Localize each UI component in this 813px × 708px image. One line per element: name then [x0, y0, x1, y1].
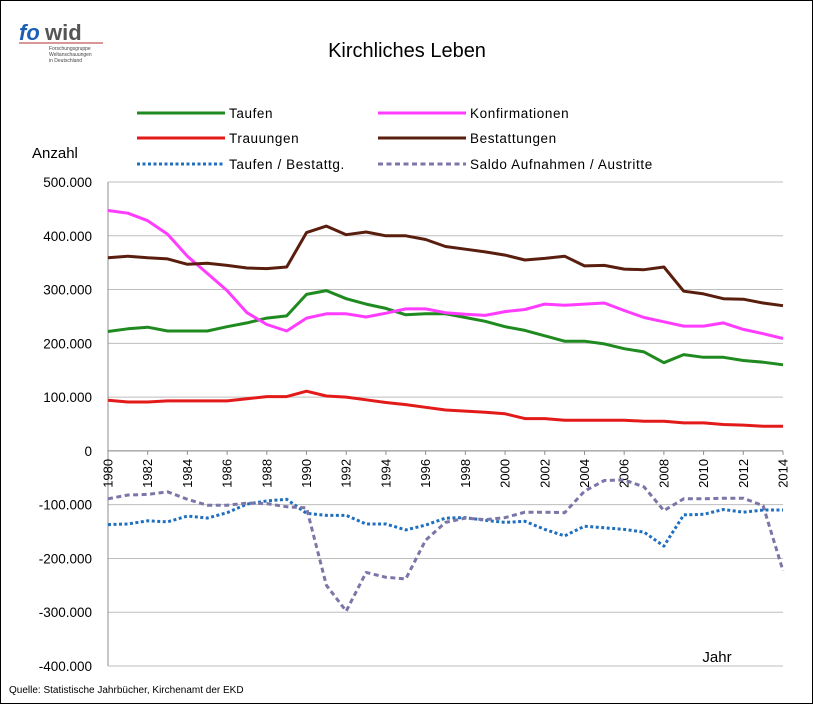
x-tick-label: 1994 [378, 459, 393, 488]
x-axis-label: Jahr [702, 649, 731, 666]
series-line-4 [107, 497, 783, 548]
x-tick-label: 2014 [776, 459, 791, 488]
legend-label: Saldo Aufnahmen / Austritte [470, 157, 653, 172]
logo-mark-wid: wid [44, 20, 82, 45]
logo-tagline-3: in Deutschland [49, 58, 82, 64]
legend-label: Bestattungen [470, 131, 557, 146]
x-tick-label: 2010 [696, 459, 711, 488]
series-lines [107, 209, 785, 613]
x-tick-label: 1988 [259, 459, 274, 488]
fowid-logo: fo wid Forschungsgruppe Weltanschauungen… [19, 20, 103, 64]
x-tick-label: 1990 [299, 459, 314, 488]
x-tick-label: 2002 [537, 459, 552, 488]
logo-tagline-1: Forschungsgruppe [49, 46, 91, 52]
x-tick-label: 1996 [418, 459, 433, 488]
series-line-5 [107, 478, 785, 613]
logo-mark-fo: fo [19, 20, 40, 45]
y-tick-label: -400.000 [39, 659, 92, 674]
y-tick-label: -300.000 [39, 605, 92, 620]
x-tick-label: 2008 [656, 459, 671, 488]
y-tick-labels: 500.000 400.000 300.000 200.000 100.000 0 -100… [39, 175, 92, 674]
y-tick-label: 200.000 [43, 336, 92, 351]
x-tick-label: 1982 [140, 459, 155, 488]
y-axis-label: Anzahl [32, 145, 78, 162]
series-line-2 [107, 389, 783, 428]
series-line-3 [107, 224, 784, 308]
x-tick-label: 1998 [458, 459, 473, 488]
y-tick-label: 100.000 [43, 390, 92, 405]
series-line-0 [107, 289, 784, 367]
logo-tagline-2: Weltanschauungen [49, 52, 92, 58]
legend: Taufen Konfirmationen Trauungen Bestattunge… [137, 106, 653, 172]
y-tick-label: 400.000 [43, 229, 92, 244]
x-tick-label: 1980 [101, 459, 116, 488]
x-tick-label: 2000 [498, 459, 513, 488]
y-tick-label: -200.000 [39, 551, 92, 566]
series-line-1 [107, 209, 784, 340]
x-tick-labels: 1980 1982 1984 1986 1988 1990 1992 1994 1996 1998… [101, 450, 791, 488]
y-tick-label: 300.000 [43, 283, 92, 298]
y-tick-label: -100.000 [39, 498, 92, 513]
y-tick-label: 0 [84, 444, 92, 459]
legend-label: Taufen [229, 106, 273, 121]
x-tick-label: 2006 [617, 459, 632, 488]
y-tick-label: 500.000 [43, 175, 92, 190]
source-note: Quelle: Statistische Jahrbücher, Kirchen… [9, 685, 244, 696]
x-tick-label: 1984 [180, 459, 195, 488]
x-tick-label: 1986 [220, 459, 235, 488]
x-tick-label: 1992 [339, 459, 354, 488]
chart-title: Kirchliches Leben [328, 40, 486, 62]
legend-label: Konfirmationen [470, 106, 569, 121]
x-tick-label: 2012 [736, 459, 751, 488]
x-tick-label: 2004 [577, 459, 592, 488]
legend-label: Taufen / Bestattg. [229, 157, 345, 172]
legend-label: Trauungen [229, 131, 299, 146]
